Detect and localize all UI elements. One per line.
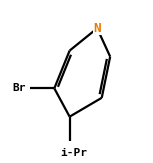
Text: i-Pr: i-Pr <box>60 148 87 158</box>
Text: N: N <box>93 22 101 35</box>
Text: Br: Br <box>13 82 26 93</box>
